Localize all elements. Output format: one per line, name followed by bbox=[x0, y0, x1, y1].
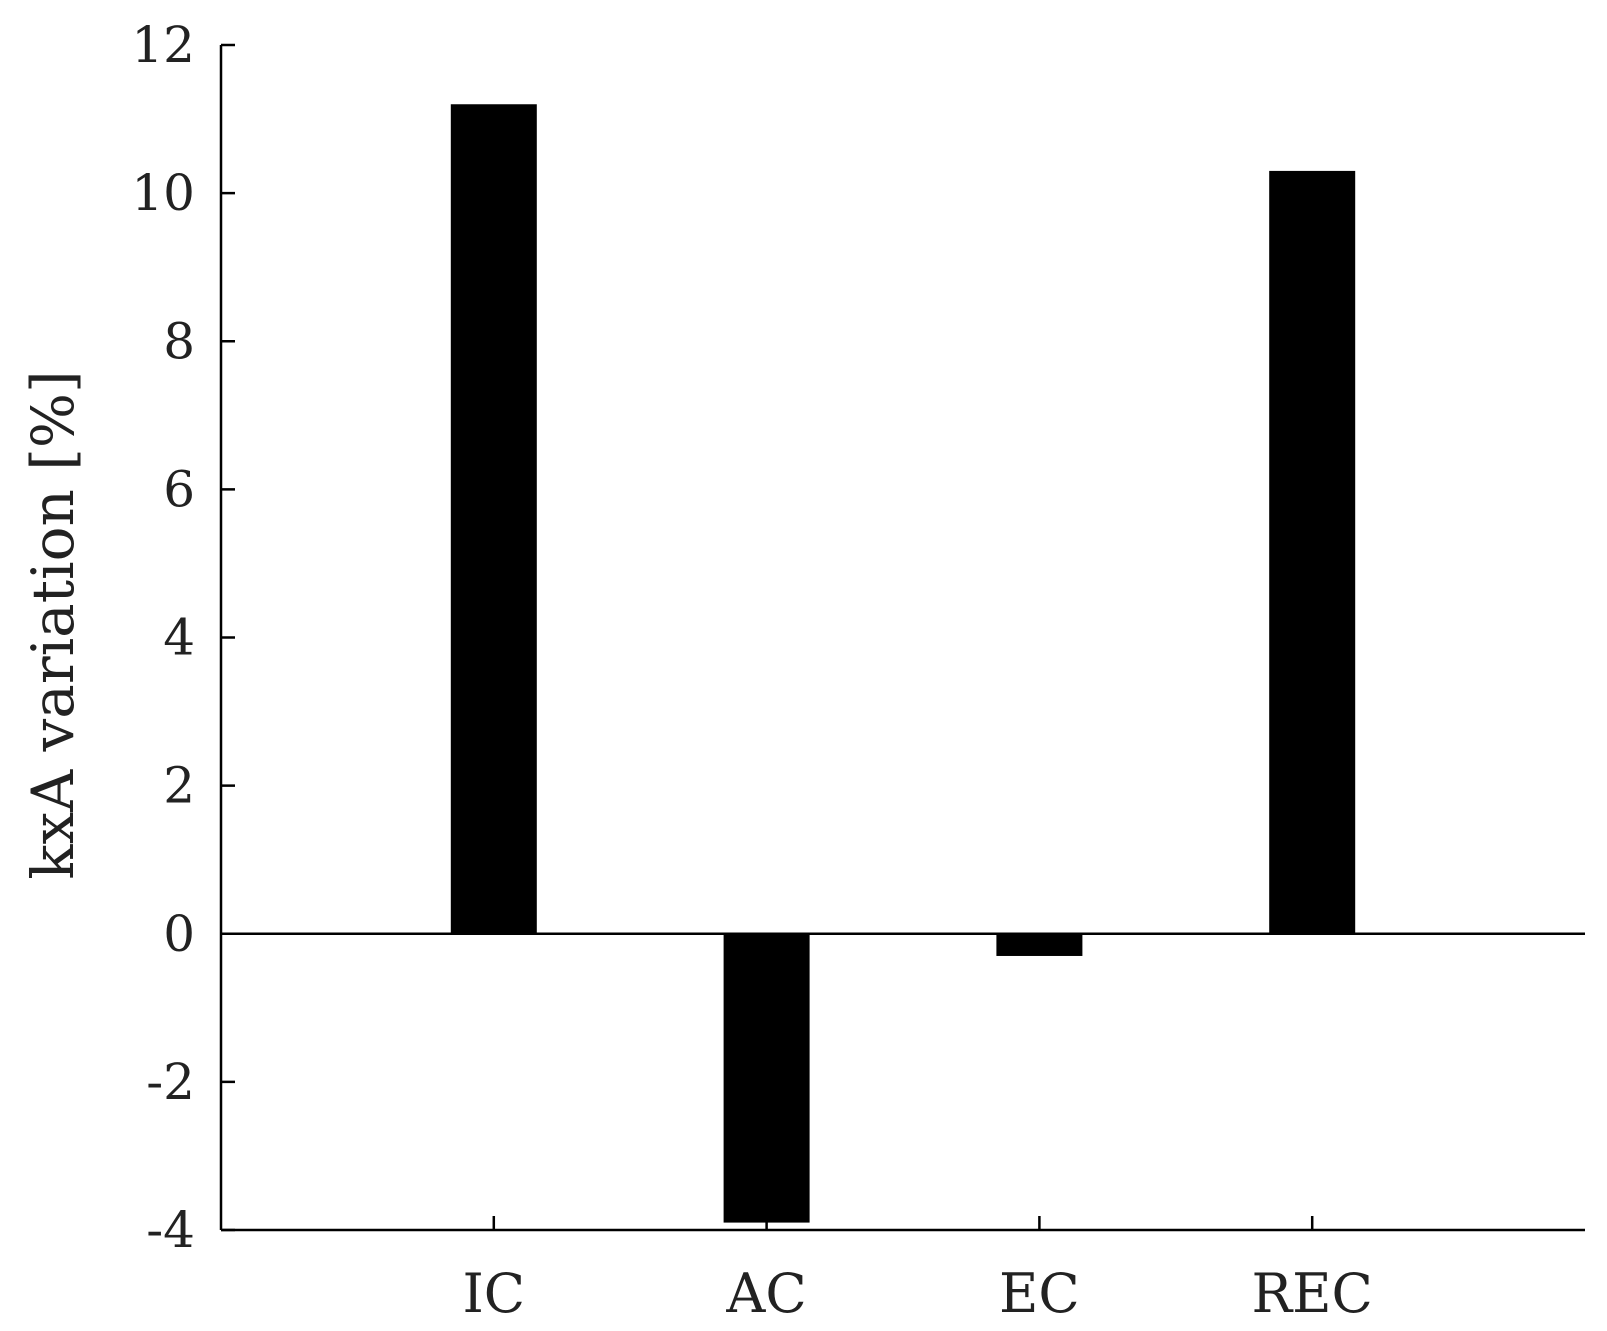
y-tick-label: 10 bbox=[131, 164, 195, 222]
y-tick-label: 8 bbox=[163, 312, 195, 370]
x-tick-label-rec: REC bbox=[1251, 1262, 1372, 1325]
y-tick-label: 0 bbox=[163, 905, 195, 963]
x-tick-label-ic: IC bbox=[462, 1262, 525, 1325]
y-tick-label: -2 bbox=[146, 1053, 195, 1111]
axes-group bbox=[219, 45, 1585, 1232]
bars-group bbox=[450, 104, 1356, 1223]
bar-ac bbox=[723, 933, 810, 1223]
bar-ec bbox=[996, 933, 1083, 956]
x-ticks-group: IC AC EC REC bbox=[462, 1216, 1373, 1325]
y-axis-label: kxA variation [%] bbox=[19, 370, 87, 879]
bar-rec bbox=[1269, 170, 1356, 934]
y-tick-label: -4 bbox=[146, 1201, 195, 1259]
bar-ic bbox=[450, 104, 537, 934]
y-ticks-group: -4 -2 0 2 4 6 8 10 12 bbox=[131, 16, 235, 1259]
y-tick-label: 2 bbox=[163, 757, 195, 815]
x-tick-label-ec: EC bbox=[999, 1262, 1080, 1325]
y-tick-label: 6 bbox=[163, 460, 195, 518]
y-tick-label: 4 bbox=[163, 609, 195, 667]
y-tick-label: 12 bbox=[131, 16, 195, 74]
x-tick-label-ac: AC bbox=[725, 1262, 806, 1325]
